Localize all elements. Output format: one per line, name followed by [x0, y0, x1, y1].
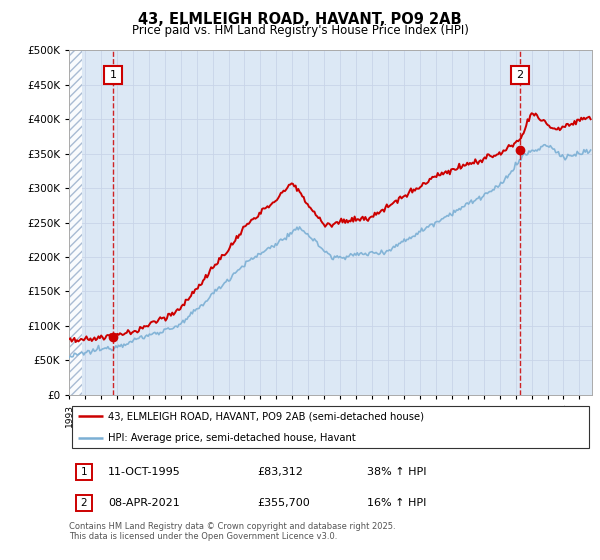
Text: 43, ELMLEIGH ROAD, HAVANT, PO9 2AB: 43, ELMLEIGH ROAD, HAVANT, PO9 2AB [138, 12, 462, 27]
Text: £355,700: £355,700 [257, 498, 310, 508]
Text: 11-OCT-1995: 11-OCT-1995 [108, 467, 181, 477]
Text: 1: 1 [80, 467, 87, 477]
Text: £83,312: £83,312 [257, 467, 303, 477]
Bar [69, 50, 82, 395]
Text: 43, ELMLEIGH ROAD, HAVANT, PO9 2AB (semi-detached house): 43, ELMLEIGH ROAD, HAVANT, PO9 2AB (semi… [108, 411, 424, 421]
FancyBboxPatch shape [71, 405, 589, 449]
Text: 2: 2 [80, 498, 87, 508]
Text: 38% ↑ HPI: 38% ↑ HPI [367, 467, 427, 477]
Text: 08-APR-2021: 08-APR-2021 [108, 498, 180, 508]
Text: 1: 1 [110, 69, 117, 80]
Text: HPI: Average price, semi-detached house, Havant: HPI: Average price, semi-detached house,… [108, 433, 356, 443]
Text: Contains HM Land Registry data © Crown copyright and database right 2025.
This d: Contains HM Land Registry data © Crown c… [69, 522, 395, 542]
Text: 16% ↑ HPI: 16% ↑ HPI [367, 498, 427, 508]
Text: 2: 2 [517, 69, 524, 80]
Text: Price paid vs. HM Land Registry's House Price Index (HPI): Price paid vs. HM Land Registry's House … [131, 24, 469, 37]
